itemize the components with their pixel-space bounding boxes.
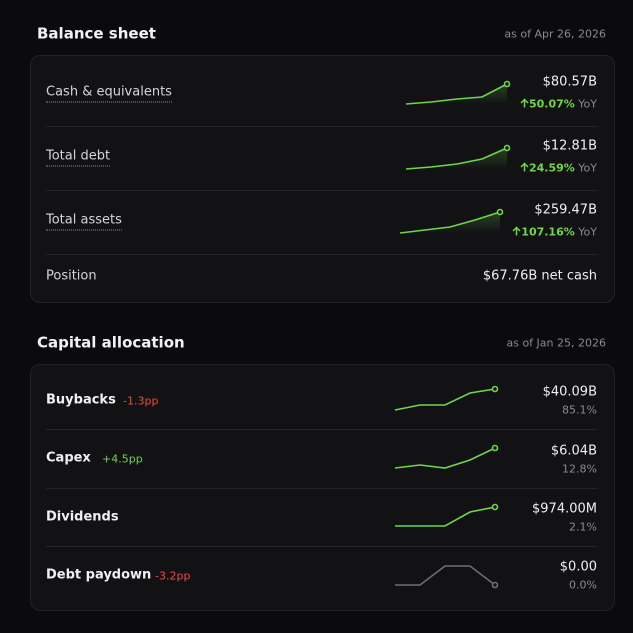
row-label: Dividends xyxy=(46,509,119,525)
section-title: Balance sheet xyxy=(37,24,156,43)
separator xyxy=(46,126,597,127)
sparkline xyxy=(405,83,508,105)
separator xyxy=(46,190,597,191)
separator xyxy=(46,488,597,489)
card xyxy=(30,55,615,303)
share: 85.1% xyxy=(562,403,597,417)
row-label: Position xyxy=(46,268,97,284)
row-value: $80.57B xyxy=(542,74,597,90)
separator xyxy=(46,429,597,430)
delta: +4.5pp xyxy=(102,452,143,466)
sparkline xyxy=(395,506,496,527)
row-value: $6.04B xyxy=(550,443,597,459)
share: 2.1% xyxy=(569,520,597,534)
as-of: as of Jan 25, 2026 xyxy=(506,336,606,350)
change-value: 50.07% xyxy=(528,97,575,111)
change: 107.16% YoY xyxy=(512,225,597,239)
delta: -3.2pp xyxy=(155,569,191,583)
row-label: Buybacks xyxy=(46,392,116,408)
row-label[interactable]: Cash & equivalents xyxy=(46,86,172,103)
row-value: $12.81B xyxy=(542,138,597,154)
change-value: 24.59% xyxy=(528,161,575,175)
sparkline-end xyxy=(491,503,499,511)
row-value: $40.09B xyxy=(542,384,597,400)
sparkline-end xyxy=(491,385,499,393)
share: 12.8% xyxy=(562,462,597,476)
share: 0.0% xyxy=(569,578,597,592)
sparkline-area xyxy=(406,148,507,169)
sparkline-area xyxy=(406,84,507,104)
row-value: $0.00 xyxy=(559,559,597,575)
sparkline-end xyxy=(496,208,504,216)
sparkline-end xyxy=(491,581,499,589)
section-title: Capital allocation xyxy=(37,333,185,352)
change-suffix: YoY xyxy=(578,225,597,239)
row-value: $974.00M xyxy=(532,501,597,517)
sparkline xyxy=(394,388,496,411)
row-value: $67.76B net cash xyxy=(482,268,597,284)
row-label: Debt paydown xyxy=(46,567,152,583)
change: 50.07% YoY xyxy=(520,97,597,111)
separator xyxy=(46,546,597,547)
row-value: $259.47B xyxy=(534,202,597,218)
sparkline-end xyxy=(491,444,499,452)
row-label[interactable]: Total assets xyxy=(46,214,122,231)
change-suffix: YoY xyxy=(578,97,597,111)
row-label: Capex xyxy=(46,450,91,466)
sparkline-end xyxy=(503,80,511,88)
separator xyxy=(46,254,597,255)
sparkline-area xyxy=(400,212,500,233)
sparkline xyxy=(405,147,508,170)
sparkline-end xyxy=(503,144,511,152)
delta: -1.3pp xyxy=(123,394,159,408)
sparkline xyxy=(399,211,501,234)
row-label[interactable]: Total debt xyxy=(46,150,111,167)
sparkline xyxy=(395,565,496,586)
sparkline xyxy=(394,447,496,469)
change-suffix: YoY xyxy=(578,161,597,175)
change: 24.59% YoY xyxy=(520,161,597,175)
change-value: 107.16% xyxy=(521,225,575,239)
as-of: as of Apr 26, 2026 xyxy=(504,27,606,41)
card xyxy=(30,364,615,611)
